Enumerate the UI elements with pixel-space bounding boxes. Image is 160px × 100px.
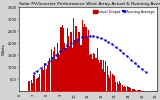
Bar: [57, 43, 58, 91]
Bar: [58, 53, 59, 91]
Bar: [69, 46, 70, 91]
Bar: [110, 71, 112, 91]
Y-axis label: Watts: Watts: [2, 43, 6, 55]
Bar: [52, 60, 53, 91]
Bar: [65, 48, 67, 91]
Bar: [105, 61, 107, 91]
Bar: [114, 76, 115, 91]
Bar: [125, 87, 126, 91]
Bar: [51, 49, 52, 91]
Bar: [100, 60, 101, 91]
Bar: [83, 28, 84, 91]
Bar: [80, 45, 82, 91]
Bar: [103, 60, 104, 91]
Bar: [140, 90, 141, 91]
Bar: [92, 59, 93, 91]
Bar: [44, 63, 45, 91]
Bar: [60, 28, 62, 91]
Bar: [79, 32, 80, 91]
Bar: [70, 32, 72, 91]
Bar: [138, 90, 139, 91]
Bar: [39, 74, 40, 91]
Bar: [107, 66, 108, 91]
Bar: [48, 62, 49, 91]
Bar: [84, 24, 85, 91]
Bar: [67, 28, 68, 91]
Bar: [113, 75, 114, 91]
Bar: [104, 72, 105, 91]
Bar: [54, 47, 55, 91]
Bar: [49, 58, 50, 91]
Bar: [62, 25, 63, 91]
Bar: [136, 90, 138, 91]
Bar: [102, 69, 103, 91]
Bar: [82, 20, 83, 91]
Bar: [135, 90, 136, 91]
Bar: [36, 79, 37, 91]
Bar: [42, 69, 43, 91]
Bar: [130, 88, 131, 91]
Bar: [115, 82, 116, 91]
Bar: [72, 48, 73, 91]
Bar: [123, 87, 124, 91]
Bar: [63, 28, 64, 91]
Bar: [53, 51, 54, 91]
Bar: [59, 55, 60, 91]
Bar: [47, 65, 48, 91]
Bar: [73, 18, 74, 91]
Bar: [68, 36, 69, 91]
Bar: [127, 86, 128, 91]
Bar: [89, 55, 90, 91]
Bar: [34, 75, 36, 91]
Bar: [139, 90, 140, 91]
Bar: [95, 58, 96, 91]
Bar: [134, 89, 135, 91]
Text: Solar PV/Inverter Performance West Array Actual & Running Average Power Output: Solar PV/Inverter Performance West Array…: [19, 2, 160, 6]
Bar: [88, 30, 89, 91]
Legend: Actual Output, Running Average: Actual Output, Running Average: [92, 9, 156, 14]
Bar: [132, 89, 133, 91]
Bar: [77, 39, 78, 91]
Bar: [64, 43, 65, 91]
Bar: [32, 83, 33, 91]
Bar: [74, 40, 75, 91]
Bar: [112, 74, 113, 91]
Bar: [33, 75, 34, 91]
Bar: [124, 86, 125, 91]
Bar: [109, 78, 110, 91]
Bar: [118, 84, 119, 91]
Bar: [85, 27, 87, 91]
Bar: [78, 32, 79, 91]
Bar: [37, 78, 38, 91]
Bar: [128, 87, 129, 91]
Bar: [45, 69, 47, 91]
Bar: [119, 81, 120, 91]
Bar: [122, 85, 123, 91]
Bar: [31, 80, 32, 91]
Bar: [117, 82, 118, 91]
Bar: [99, 63, 100, 91]
Bar: [29, 81, 30, 91]
Bar: [97, 48, 98, 91]
Bar: [98, 60, 99, 91]
Bar: [87, 38, 88, 91]
Bar: [129, 87, 130, 91]
Bar: [40, 70, 42, 91]
Bar: [93, 53, 94, 91]
Bar: [43, 70, 44, 91]
Bar: [94, 54, 95, 91]
Bar: [120, 83, 121, 91]
Bar: [75, 26, 77, 91]
Bar: [28, 81, 29, 91]
Bar: [133, 89, 134, 91]
Bar: [38, 76, 39, 91]
Bar: [108, 75, 109, 91]
Bar: [90, 54, 92, 91]
Bar: [56, 59, 57, 91]
